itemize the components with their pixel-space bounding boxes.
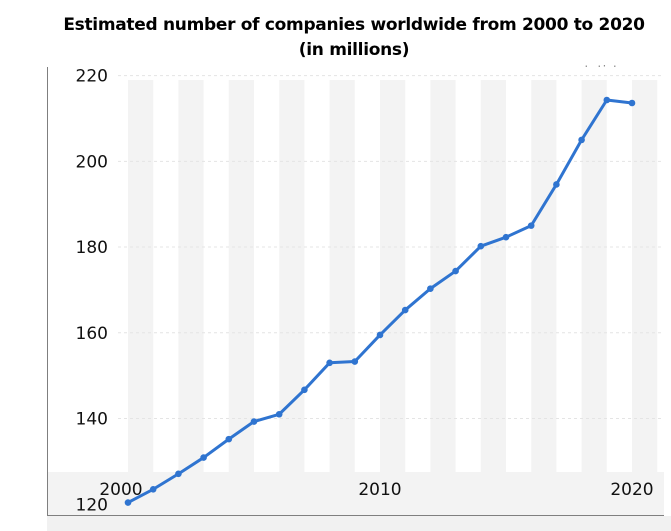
background-band [531,80,557,472]
data-point [225,435,233,443]
data-point [452,267,459,275]
y-label-column [48,67,118,472]
bottom-strip [47,516,671,531]
plot-frame [47,67,664,516]
background-band [480,80,506,472]
series-points [124,96,636,506]
y-tick-label: 180 [76,238,108,258]
data-point [603,96,611,104]
x-tick-label: 2020 [610,480,653,500]
data-point [477,242,485,250]
y-tick-label: 140 [76,410,108,430]
data-point [427,285,434,292]
y-tick-label: 200 [76,152,108,172]
background-band [581,80,607,472]
gridlines [118,75,664,420]
data-point [351,358,359,365]
data-point [553,181,560,188]
background-band [380,80,406,472]
y-axis-labels: 120 140 160 180 200 220 [76,67,108,516]
data-point [527,222,535,229]
y-tick-label: 120 [76,495,108,515]
background-band [128,80,154,472]
x-axis-strip [48,472,664,515]
data-point [124,499,132,506]
background-band [430,80,456,472]
x-axis-labels: 2000 2010 2020 [99,480,653,500]
y-tick-label: 220 [76,67,108,87]
data-point [628,99,636,107]
data-point [301,386,308,394]
chart-title: Estimated number of companies worldwide … [0,13,671,63]
background-bands [48,67,664,515]
data-point [502,233,510,241]
data-point [250,418,258,425]
background-band [228,80,254,472]
x-tick-label: 2010 [358,480,401,500]
data-point [326,359,333,367]
chart-title-line2: (in millions) [298,40,410,60]
background-band [178,80,204,472]
data-point [275,410,283,418]
chart-title-line1: Estimated number of companies worldwide … [63,15,645,35]
data-point [175,470,182,478]
y-tick-label: 160 [76,324,108,344]
data-point [401,306,409,314]
x-tick-label: 2000 [99,480,142,500]
data-point [149,485,157,493]
data-point [376,331,384,339]
data-point [200,454,207,461]
background-band [329,80,355,472]
data-point [578,136,585,144]
background-band [279,80,305,472]
background-band [632,80,658,472]
